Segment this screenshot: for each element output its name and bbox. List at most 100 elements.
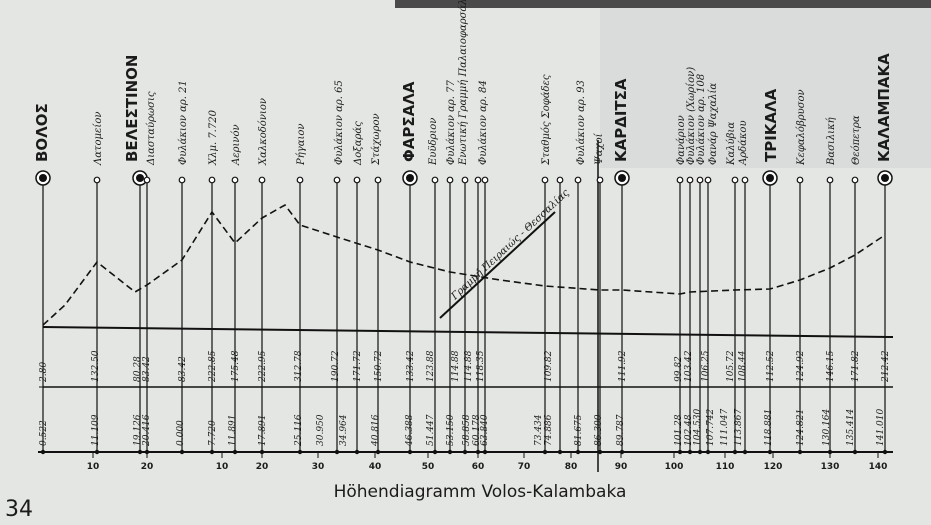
km-label: 63.840: [480, 414, 490, 446]
station-marker: [461, 176, 469, 184]
station-marker: [258, 176, 266, 184]
elevation-label: 109.82: [544, 350, 554, 382]
station-name: Ψαχοί: [594, 132, 605, 165]
elevation-label: 123.88: [426, 350, 436, 382]
km-label: 104.530: [693, 409, 703, 446]
elevation-label: 132.50: [91, 350, 101, 382]
station-name: Στάχωρον: [371, 113, 382, 166]
scale-label: 80: [565, 462, 578, 472]
bleed-text-area: [600, 8, 931, 168]
axis-dot: [94, 449, 100, 455]
km-label: 17.891: [258, 415, 268, 447]
elevation-label: 190.72: [331, 350, 341, 382]
elevation-label: 212.42: [881, 350, 891, 383]
station-marker: [333, 176, 341, 184]
axis-dot: [232, 449, 238, 455]
km-label: 124.821: [796, 409, 806, 446]
station-marker: [208, 176, 216, 184]
elevation-label: 108.44: [738, 350, 748, 382]
station-marker: [556, 176, 564, 184]
axis-dot: [354, 449, 360, 455]
axis-dot: [137, 449, 143, 455]
elevation-label: 171.72: [353, 350, 363, 382]
major-station-name: ΚΑΡΔΙΤΣΑ: [612, 78, 630, 162]
axis-dot: [432, 449, 438, 455]
km-label: 111.047: [720, 409, 730, 446]
axis-dot: [742, 449, 748, 455]
major-station-name: ΒΟΛΟΣ: [33, 103, 51, 162]
scale-label: 20: [141, 462, 154, 472]
elevation-label: 118.35: [476, 350, 486, 382]
axis-dot: [407, 449, 413, 455]
km-label: 19.126: [133, 414, 143, 446]
km-label: 113.867: [734, 409, 744, 446]
km-label: 60.178: [472, 414, 482, 446]
scale-label: 140: [869, 462, 888, 472]
station-marker: [481, 176, 489, 184]
station-name: Χλμ. 7.720: [208, 109, 219, 166]
station-marker: [696, 176, 704, 184]
km-label: 135.414: [846, 409, 856, 446]
elevation-label: 112.52: [766, 350, 776, 382]
station-marker: [796, 176, 804, 184]
station-name: Διασταύρωσις: [146, 91, 157, 166]
station-name: Φυλάκιον αρ. 77: [446, 80, 457, 165]
station-name: Χαλκοδόνιον: [258, 98, 269, 166]
elevation-label: 99.82: [674, 356, 684, 382]
station-marker: [686, 176, 694, 184]
station-marker: [826, 176, 834, 184]
km-label: 101.28: [674, 414, 684, 446]
elevation-label: 103.42: [684, 350, 694, 382]
km-label: 107.742: [706, 409, 716, 446]
major-station-name: ΦΑΡΣΑΛΑ: [400, 81, 418, 162]
station-name: Δοξαράς: [353, 121, 364, 166]
station-marker: [676, 176, 684, 184]
major-station-dot: [881, 174, 889, 182]
station-name: Βασιλική: [826, 117, 837, 166]
elevation-label: 133.42: [406, 350, 416, 382]
axis-dot: [557, 449, 563, 455]
km-label: 89.787: [616, 414, 626, 446]
scale-label: 110: [716, 462, 735, 472]
station-marker: [93, 176, 101, 184]
axis-dot: [462, 449, 468, 455]
elevation-label: 222.95: [258, 350, 268, 383]
scale-label: 120: [764, 462, 783, 472]
elevation-label: 105.72: [726, 350, 736, 382]
station-name: Φυλάκιον αρ. 65: [334, 80, 345, 165]
major-station-dot: [766, 174, 774, 182]
axis-dot: [882, 449, 888, 455]
station-marker: [704, 176, 712, 184]
major-station-dot: [406, 174, 414, 182]
elevation-label: 124.92: [796, 350, 806, 382]
elevation-label: 222.85: [208, 350, 218, 383]
line-label-rule: [439, 211, 556, 319]
station-marker: [474, 176, 482, 184]
page-number: 34: [5, 497, 33, 522]
scale-label: 10: [216, 462, 229, 472]
axis-dot: [297, 449, 303, 455]
station-marker: [231, 176, 239, 184]
major-station-dot: [618, 174, 626, 182]
axis-dot: [482, 449, 488, 455]
station-marker: [741, 176, 749, 184]
axis-dot: [697, 449, 703, 455]
station-name: Φανάρ Ψαχαλία: [708, 83, 719, 165]
station-marker: [178, 176, 186, 184]
station-name: Αρδάκου: [738, 120, 749, 166]
elevation-label: 114.88: [451, 350, 461, 382]
station-marker: [143, 176, 151, 184]
station-marker: [296, 176, 304, 184]
elevation-label: 312.78: [294, 350, 304, 382]
station-marker: [541, 176, 549, 184]
scale-label: 10: [87, 462, 100, 472]
axis-dot: [852, 449, 858, 455]
major-station-name: ΚΑΛΑΜΠΑΚΑ: [875, 53, 893, 162]
station-name: Φυλάκιον αρ. 21: [178, 80, 189, 165]
scale-label: 60: [472, 462, 485, 472]
axis-dot: [767, 449, 773, 455]
axis-dot: [797, 449, 803, 455]
axis-dot: [732, 449, 738, 455]
elevation-label: 111.92: [618, 350, 628, 382]
axis-dot: [705, 449, 711, 455]
